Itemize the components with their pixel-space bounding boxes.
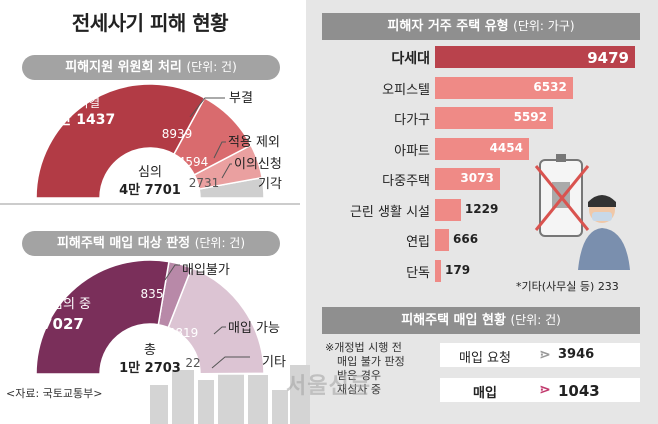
pie1-label-0: 가결 xyxy=(78,96,100,110)
pie1-slice-1 xyxy=(172,96,253,176)
table-row-purchased: 매입 ⋗ 1043 xyxy=(440,378,640,402)
source-note: <자료: 국토교통부> xyxy=(6,387,103,400)
bar-value-label: 4454 xyxy=(489,140,523,155)
chart1-unit: (단위: 건) xyxy=(186,60,237,74)
other-label: *기타(사무실 등) xyxy=(516,280,595,293)
chart4-title-pill: 피해주택 매입 현황 (단위: 건) xyxy=(322,307,640,334)
bar xyxy=(435,137,529,160)
pie2-leader-1 xyxy=(164,264,180,281)
row-label: 매입 xyxy=(473,386,497,401)
other-value: 233 xyxy=(597,280,619,293)
pie2-label-1: 매입불가 xyxy=(182,263,230,278)
row-value: 3946 xyxy=(558,347,595,362)
bar-value-label: 9479 xyxy=(587,49,629,67)
pie2-slice-2 xyxy=(167,266,265,375)
chart3-title: 피해자 거주 주택 유형 xyxy=(387,19,509,34)
note-line-1: ※개정법 시행 전 xyxy=(325,341,402,354)
bar xyxy=(435,168,500,190)
chart4-title: 피해주택 매입 현황 xyxy=(401,313,506,328)
bar-category-label: 다중주택 xyxy=(382,174,430,189)
pie2-center-value: 1만 2703 xyxy=(119,360,181,376)
pie2-value-1: 835 xyxy=(141,287,164,301)
pie2-value-3: 22 xyxy=(185,356,200,370)
bar-value-label: 179 xyxy=(445,262,471,277)
bar xyxy=(435,107,553,129)
divider-line xyxy=(0,203,300,205)
chart1-title: 피해지원 위원회 처리 xyxy=(65,60,182,75)
pie1-label-3b: 기각 xyxy=(258,177,282,192)
bar xyxy=(435,229,450,251)
watermark: 서울신문 xyxy=(286,374,371,399)
chart3-unit: (단위: 가구) xyxy=(513,19,575,33)
row-value: 1043 xyxy=(558,382,600,400)
bar-category-label: 근린 생활 시설 xyxy=(349,204,430,220)
pie1-slice-0 xyxy=(35,84,206,199)
pie1-slice-3 xyxy=(198,176,265,199)
pie1-leader-2 xyxy=(213,141,226,159)
pie1-value-3: 2731 xyxy=(189,176,220,190)
pie2-slice-0 xyxy=(35,260,170,375)
chart2-unit: (단위: 건) xyxy=(194,236,246,250)
pie2-leader-2 xyxy=(213,326,226,335)
pie1-label-3a: 이의신청 xyxy=(234,157,282,172)
chart4-unit: (단위: 건) xyxy=(510,313,561,327)
bar xyxy=(435,198,461,221)
pie1-leader-1 xyxy=(189,97,225,118)
pie1-leader-3 xyxy=(221,163,232,179)
pie1-label-2: 적용 제외 xyxy=(228,135,280,150)
pie2-label-2: 매입 가능 xyxy=(228,321,280,336)
chart2-title-pill: 피해주택 매입 대상 판정 (단위: 건) xyxy=(22,231,280,256)
bar-category-label: 단독 xyxy=(406,265,430,281)
row-label: 매입 요청 xyxy=(459,351,511,366)
chart1-semicircle: 가결 3만 1437 8939 4594 2731 심의 4만 7701 부결 … xyxy=(35,84,282,199)
bar-category-label: 다가구 xyxy=(394,113,430,128)
bar xyxy=(435,259,441,282)
chart1-title-pill: 피해지원 위원회 처리 (단위: 건) xyxy=(22,55,280,80)
tenant-illustration xyxy=(534,154,630,270)
bar-value-label: 1229 xyxy=(464,201,499,216)
chart3-title-pill: 피해자 거주 주택 유형 (단위: 가구) xyxy=(322,13,640,40)
bar-category-label: 다세대 xyxy=(391,51,430,67)
chevron-icon: ⋗ xyxy=(539,347,551,363)
pie2-center-label: 총 xyxy=(144,343,156,358)
note-line-4: 재심사 중 xyxy=(337,383,381,396)
pie1-value-2: 4594 xyxy=(178,155,209,169)
pie1-value-0: 3만 1437 xyxy=(49,112,115,128)
pie2-value-2: 4819 xyxy=(168,326,199,340)
pie1-center-value: 4만 7701 xyxy=(119,182,181,198)
bar-value-label: 5592 xyxy=(513,110,547,124)
pie2-value-0: 7027 xyxy=(42,315,84,333)
other-row: *기타(사무실 등) 233 xyxy=(516,278,619,294)
bar-category-label: 오피스텔 xyxy=(382,82,430,98)
chart2-semicircle: 심의 중 7027 835 4819 22 총 1만 2703 매입불가 매입 … xyxy=(35,260,286,376)
pie1-center-label: 심의 xyxy=(138,165,162,180)
note-line-3: 받은 경우 xyxy=(337,369,381,382)
pie2-label-0: 심의 중 xyxy=(51,297,91,312)
bar-category-label: 아파트 xyxy=(394,143,430,159)
chart2-title: 피해주택 매입 대상 판정 xyxy=(56,236,191,251)
pie1-label-1: 부결 xyxy=(229,91,253,106)
pie1-value-1: 8939 xyxy=(162,127,193,141)
chevron-icon: ⋗ xyxy=(539,382,551,398)
pie2-label-3: 기타 xyxy=(262,355,286,370)
bar xyxy=(435,46,635,68)
bar-value-label: 3073 xyxy=(460,171,494,185)
bar-value-label: 6532 xyxy=(533,79,567,94)
pie2-leader-3 xyxy=(211,356,250,369)
page-title: 전세사기 피해 현황 xyxy=(71,11,229,35)
bar-value-label: 666 xyxy=(453,232,479,246)
bar xyxy=(435,76,573,99)
note-line-2: 매입 불가 판정 xyxy=(337,355,405,368)
table-note: ※개정법 시행 전 매입 불가 판정 받은 경우 재심사 중 xyxy=(325,341,405,397)
bar-category-label: 연립 xyxy=(406,235,430,250)
table-row-request: 매입 요청 ⋗ 3946 xyxy=(440,343,640,367)
